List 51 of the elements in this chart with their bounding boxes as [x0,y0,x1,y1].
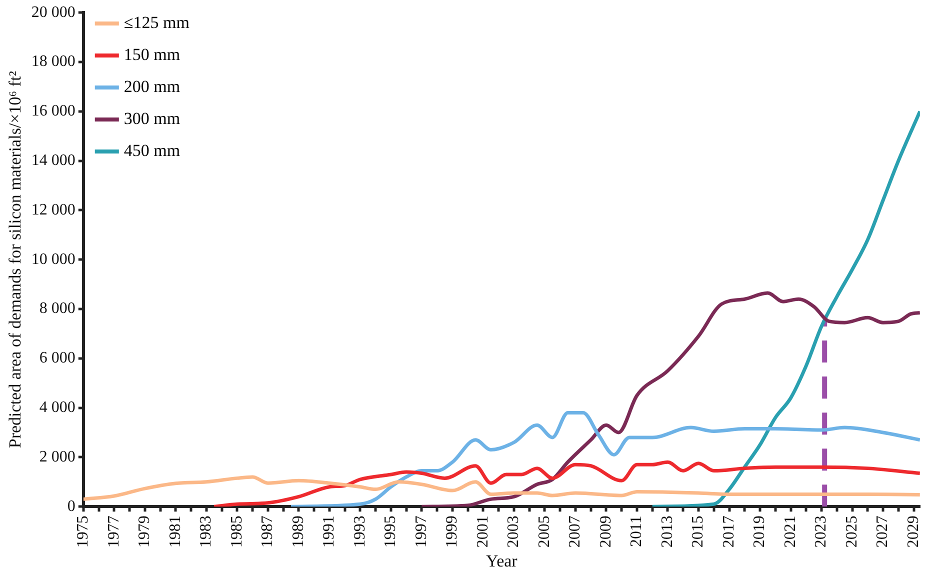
y-tick-label: 2 000 [39,448,76,466]
legend-label: 300 mm [124,108,180,128]
legend-label: 200 mm [124,76,180,96]
line-series [83,475,920,501]
x-tick-label: 1979 [136,516,154,548]
x-tick-label: 1999 [444,516,461,548]
x-tick-label: 2001 [474,516,492,548]
x-tick-label: 1981 [166,516,184,548]
x-tick-label: 2013 [658,516,676,548]
y-tick-label: 4 000 [39,399,76,416]
x-tick-label: 2017 [720,516,738,548]
y-axis-title: Predicted area of demands for silicon materials/×10⁶ ft² [6,71,25,448]
x-tick-label: 1977 [105,516,122,548]
x-tick-label: 2029 [904,516,922,548]
line-series [289,410,920,507]
y-tick-label: 16 000 [31,102,76,120]
legend-label: 450 mm [124,140,180,160]
y-tick-label: 12 000 [31,201,76,218]
y-tick-label: 20 000 [31,4,76,21]
y-tick-label: 14 000 [31,152,76,170]
x-tick-label: 1995 [382,516,400,548]
x-tick-label: 2015 [690,516,707,548]
x-tick-label: 2025 [843,516,860,548]
y-tick-label: 0 [67,498,76,515]
legend-label: ≤125 mm [124,12,190,32]
x-tick-label: 1993 [351,516,368,548]
x-tick-label: 2011 [628,516,646,548]
x-tick-label: 1983 [198,516,215,548]
x-axis-title: Year [486,551,518,570]
x-tick-label: 2009 [597,516,614,548]
x-tick-label: 2007 [566,516,584,548]
line-series [650,110,920,507]
x-tick-label: 2023 [812,516,830,548]
x-tick-label: 1991 [320,516,338,548]
x-tick-label: 2027 [874,516,892,548]
y-tick-label: 18 000 [31,53,76,70]
x-tick-label: 1985 [228,516,246,548]
y-tick-label: 10 000 [31,250,76,268]
x-tick-label: 2021 [782,516,799,548]
x-tick-label: 2019 [751,516,768,548]
x-tick-label: 2003 [505,516,522,548]
y-tick-label: 6 000 [39,350,76,367]
x-tick-label: 1975 [74,516,92,548]
y-tick-label: 8 000 [39,300,76,318]
x-tick-label: 1989 [290,516,307,548]
x-tick-label: 2005 [536,516,553,548]
x-tick-label: 1997 [412,516,430,548]
line-series [420,291,920,507]
legend-label: 150 mm [124,44,180,64]
line-series [212,460,920,507]
x-tick-label: 1987 [259,516,276,548]
